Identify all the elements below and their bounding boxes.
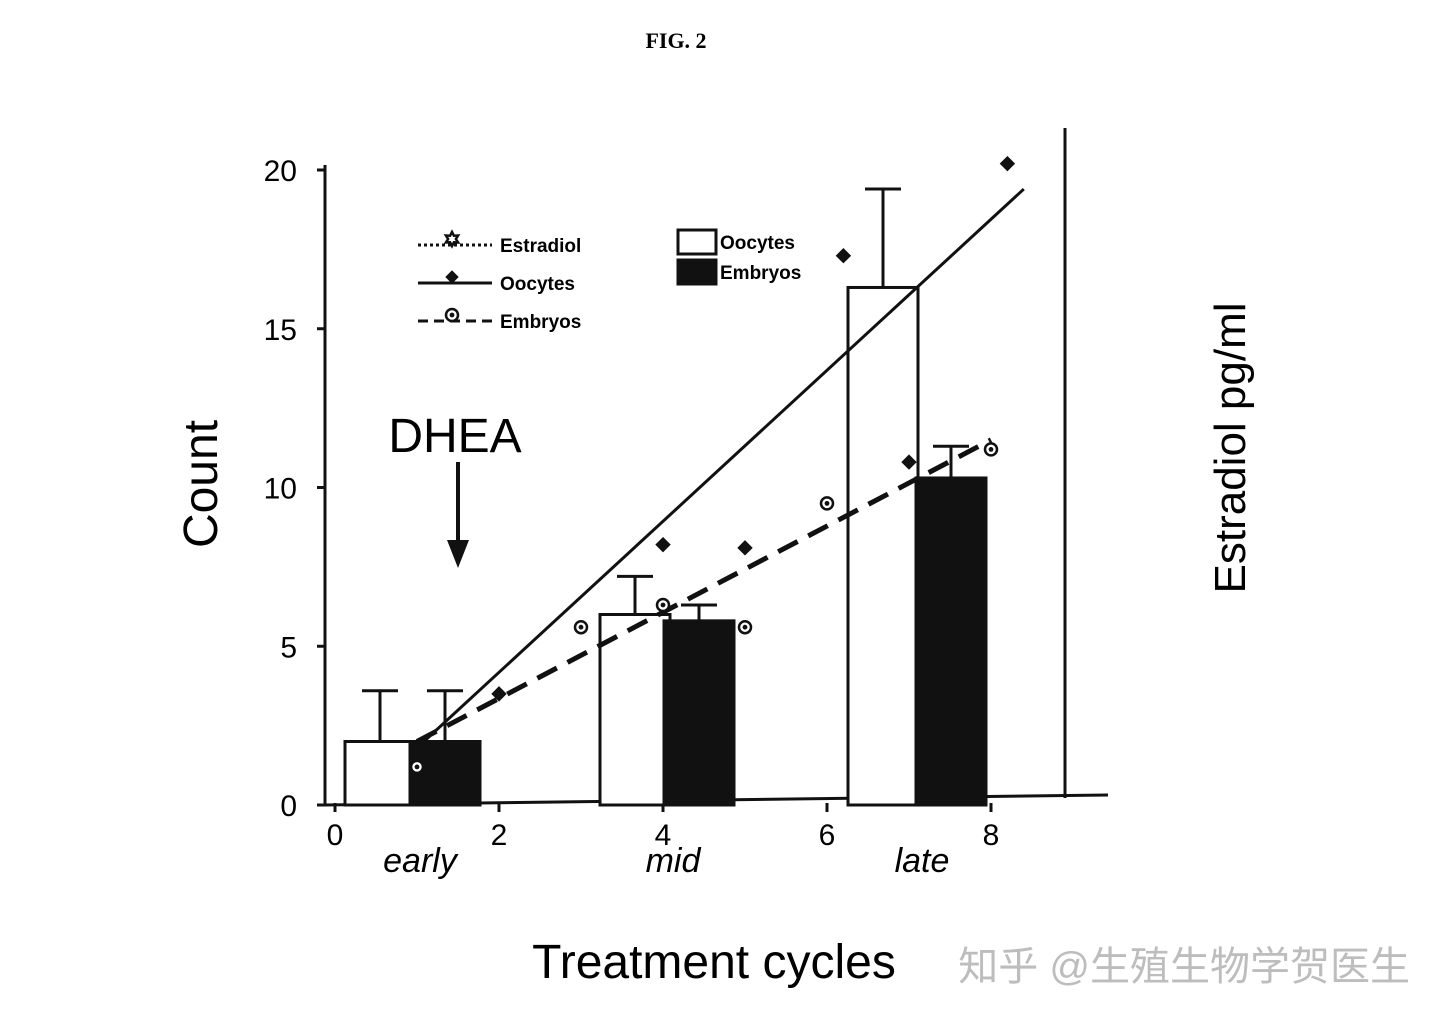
y-tick-label: 10 [264,473,297,506]
x-tick-label: 8 [983,819,1000,852]
legend-marker-oocytes [445,270,459,284]
point-oocytes [835,248,852,264]
bar-oocytes [846,285,920,807]
point-oocytes [737,540,753,556]
point-embryos-core [988,447,994,452]
y2-axis-title: Estradiol pg/ml [1206,302,1255,593]
legend-bar-label: Embryos [720,263,801,284]
figure-title: FIG. 2 [645,28,706,53]
trend-line-oocytes [415,187,1025,749]
phase-label: early [383,842,459,880]
point-oocytes [999,155,1016,172]
point-embryos-core [824,500,830,506]
point-embryos-core [414,764,420,770]
trend-line-embryos [415,437,993,744]
point-embryos-core [742,624,748,630]
point-oocytes [901,454,917,470]
point-oocytes [655,536,671,553]
dhea-arrow-head [447,540,469,568]
bar-embryos [662,619,736,807]
y-tick-label: 5 [280,631,297,664]
legend-bars: Oocytes Embryos [676,228,801,286]
x-tick-label: 6 [819,819,836,852]
point-oocytes [491,686,507,702]
legend-label: Embryos [500,312,581,333]
y-tick-label: 20 [264,155,297,188]
legend-marker-estradiol [443,229,461,249]
dhea-annotation: DHEA [388,410,521,463]
legend-bar-label: Oocytes [720,233,795,254]
legend-swatch-oocytes [676,228,718,256]
x-axis-title: Treatment cycles [532,936,896,989]
bar-oocytes [598,613,672,807]
y-axis-title: Count [175,420,228,548]
bar-embryos [914,476,988,807]
phase-label: late [895,842,950,880]
legend-label: Estradiol [500,236,581,257]
phase-label: mid [646,842,702,880]
legend-lines: Estradiol Oocytes Embryos [418,229,581,333]
x-tick-label: 2 [491,819,508,852]
watermark-text: 知乎 @生殖生物学贺医生 [958,945,1410,989]
legend-marker-embryos-core [449,312,455,318]
x-tick-label: 0 [327,819,344,852]
legend-label: Oocytes [500,274,575,295]
y-tick-label: 15 [264,314,297,347]
legend-swatch-embryos [676,258,718,286]
bar-oocytes [343,740,417,807]
x-tick-label: 4 [655,819,672,852]
y-tick-label: 0 [280,790,297,823]
point-embryos-core [578,624,584,630]
plot-area: 05101520024684006008001000200040006000ea… [264,128,1109,880]
point-embryos-core [660,602,666,608]
